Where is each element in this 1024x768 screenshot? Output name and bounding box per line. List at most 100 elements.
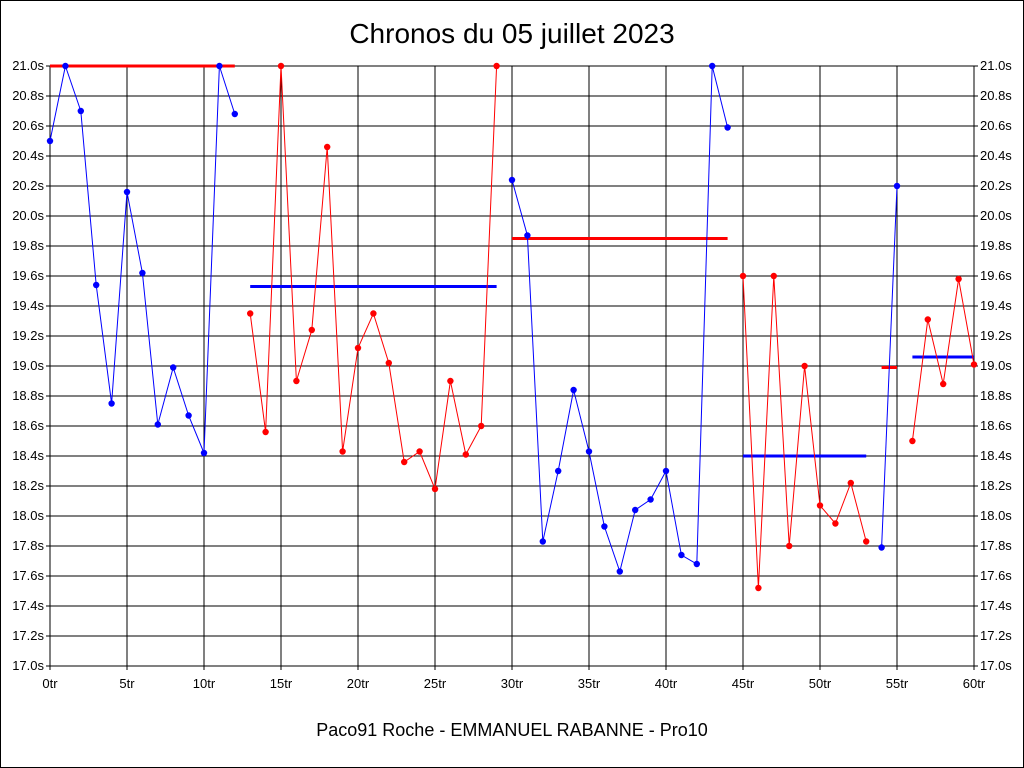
y-tick-label-left: 20.2s bbox=[12, 178, 44, 193]
data-point bbox=[277, 62, 285, 70]
y-tick-label-left: 20.0s bbox=[12, 208, 44, 223]
data-point bbox=[847, 479, 854, 487]
y-tick-label-right: 21.0s bbox=[980, 58, 1012, 73]
y-tick-label-right: 17.6s bbox=[980, 568, 1012, 583]
data-point bbox=[539, 538, 546, 545]
data-point bbox=[185, 412, 192, 419]
y-tick-label-right: 20.6s bbox=[980, 118, 1012, 133]
x-tick-label: 45tr bbox=[732, 676, 755, 691]
data-point bbox=[739, 272, 747, 280]
data-point bbox=[601, 523, 608, 530]
y-tick-label-left: 18.8s bbox=[12, 388, 44, 403]
y-tick-label-left: 19.6s bbox=[12, 268, 44, 283]
data-point bbox=[262, 428, 269, 436]
y-tick-label-left: 17.6s bbox=[12, 568, 44, 583]
data-point bbox=[154, 421, 161, 428]
x-tick-label: 55tr bbox=[886, 676, 909, 691]
data-point bbox=[770, 272, 777, 280]
data-point bbox=[585, 448, 593, 455]
data-point bbox=[77, 107, 85, 115]
data-point bbox=[247, 310, 254, 317]
x-tick-label: 5tr bbox=[119, 676, 135, 691]
y-tick-label-left: 17.4s bbox=[12, 598, 44, 613]
y-tick-label-left: 18.4s bbox=[12, 448, 44, 463]
y-tick-label-left: 21.0s bbox=[12, 58, 44, 73]
x-tick-label: 60tr bbox=[963, 676, 986, 691]
data-point bbox=[170, 364, 177, 371]
data-point bbox=[555, 467, 562, 475]
y-tick-label-left: 17.2s bbox=[12, 628, 44, 643]
y-tick-label-left: 20.4s bbox=[12, 148, 44, 163]
data-point bbox=[863, 538, 870, 545]
chart-title: Chronos du 05 juillet 2023 bbox=[349, 18, 675, 49]
y-tick-label-right: 17.0s bbox=[980, 658, 1012, 673]
data-point bbox=[570, 386, 577, 394]
data-point bbox=[447, 377, 454, 385]
axes: 17.0s 17.0s 17.2s 17.2s 17.4s 17.4s 17.6s 17.6s… bbox=[12, 58, 1012, 691]
data-point bbox=[108, 400, 115, 407]
data-point bbox=[801, 362, 808, 370]
grid bbox=[49, 65, 975, 667]
x-tick-label: 20tr bbox=[347, 676, 370, 691]
y-tick-label-left: 18.6s bbox=[12, 418, 44, 433]
data-point bbox=[893, 182, 901, 190]
data-point bbox=[339, 448, 346, 455]
y-tick-label-left: 20.8s bbox=[12, 88, 44, 103]
x-tick-label: 50tr bbox=[809, 676, 832, 691]
data-point bbox=[431, 485, 439, 493]
x-tick-label: 10tr bbox=[193, 676, 216, 691]
data-point bbox=[832, 520, 839, 527]
y-tick-label-left: 19.4s bbox=[12, 298, 44, 313]
data-point bbox=[524, 232, 531, 239]
data-point bbox=[647, 496, 654, 503]
x-tick-label: 0tr bbox=[42, 676, 58, 691]
data-point bbox=[62, 62, 69, 70]
data-point bbox=[909, 437, 916, 445]
y-tick-label-right: 19.0s bbox=[980, 358, 1012, 373]
data-point bbox=[478, 422, 485, 430]
data-point bbox=[878, 544, 885, 551]
data-point bbox=[616, 568, 623, 575]
y-tick-label-left: 17.0s bbox=[12, 658, 44, 673]
data-point bbox=[200, 449, 208, 457]
y-tick-label-right: 20.4s bbox=[980, 148, 1012, 163]
x-tick-label: 35tr bbox=[578, 676, 601, 691]
data-point bbox=[385, 359, 392, 367]
data-point bbox=[786, 542, 793, 550]
y-tick-label-left: 19.2s bbox=[12, 328, 44, 343]
data-point bbox=[354, 344, 362, 352]
data-point bbox=[216, 62, 223, 70]
data-point bbox=[955, 275, 962, 283]
data-point bbox=[662, 467, 670, 475]
series-line bbox=[881, 185, 898, 548]
data-point bbox=[724, 124, 731, 131]
data-point bbox=[462, 451, 469, 458]
y-tick-label-right: 17.8s bbox=[980, 538, 1012, 553]
data-point bbox=[293, 377, 300, 385]
y-tick-label-right: 20.8s bbox=[980, 88, 1012, 103]
data-point bbox=[93, 281, 100, 289]
data-point bbox=[308, 326, 315, 334]
data-point bbox=[816, 502, 824, 509]
x-tick-label: 30tr bbox=[501, 676, 524, 691]
data-point bbox=[508, 176, 516, 184]
y-tick-label-right: 19.4s bbox=[980, 298, 1012, 313]
y-tick-label-left: 20.6s bbox=[12, 118, 44, 133]
y-tick-label-right: 19.8s bbox=[980, 238, 1012, 253]
x-tick-label: 40tr bbox=[655, 676, 678, 691]
data-point bbox=[493, 62, 500, 70]
y-tick-label-right: 17.4s bbox=[980, 598, 1012, 613]
data-point bbox=[416, 448, 423, 455]
y-tick-label-right: 19.2s bbox=[980, 328, 1012, 343]
y-tick-label-right: 18.4s bbox=[980, 448, 1012, 463]
data-point bbox=[678, 551, 685, 559]
y-tick-label-left: 18.0s bbox=[12, 508, 44, 523]
y-tick-label-right: 17.2s bbox=[980, 628, 1012, 643]
data-point bbox=[709, 62, 716, 70]
data-point bbox=[123, 188, 131, 196]
data-point bbox=[324, 143, 331, 151]
series-line bbox=[511, 65, 729, 574]
y-tick-label-right: 20.2s bbox=[980, 178, 1012, 193]
chart-caption: Paco91 Roche - EMMANUEL RABANNE - Pro10 bbox=[316, 720, 708, 740]
y-tick-label-left: 19.0s bbox=[12, 358, 44, 373]
